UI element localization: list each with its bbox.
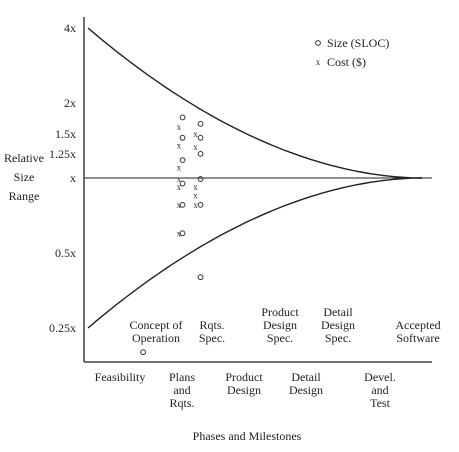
- milestone-labels: Concept of Operation Rqts. Spec. Product Desi…: [130, 305, 441, 345]
- phase-p2: Plans and Rqts.: [169, 370, 195, 410]
- y-tick-label: 1.5x: [55, 127, 76, 141]
- cost-point: x: [177, 182, 182, 192]
- y-tick-label: 2x: [64, 96, 76, 110]
- legend-label: Size (SLOC): [327, 36, 389, 50]
- size-point: [197, 176, 204, 182]
- cost-point: x: [193, 191, 198, 201]
- phase-p1: Feasibility: [95, 370, 146, 384]
- size-point: [197, 150, 204, 157]
- cost-point: x: [193, 129, 198, 139]
- y-tick-labels: 4x 2x 1.5x 1.25x x 0.5x 0.25x: [49, 21, 76, 335]
- y-axis-title-line: Size: [14, 170, 35, 184]
- milestone-m3: Product Design Spec.: [261, 305, 299, 345]
- size-point: [140, 349, 147, 356]
- size-point: [179, 201, 186, 208]
- y-tick-label: 1.25x: [49, 147, 76, 161]
- cost-point: x: [177, 163, 182, 173]
- cost-point: x: [177, 228, 182, 238]
- y-tick-label: 0.25x: [49, 321, 76, 335]
- legend-label: Cost ($): [327, 55, 366, 69]
- legend: Size (SLOC) x Cost ($): [315, 36, 389, 69]
- size-point: [179, 114, 186, 121]
- cost-point: x: [177, 174, 182, 184]
- milestone-m4: Detail Design Spec.: [321, 305, 355, 345]
- legend-size-marker: [315, 40, 321, 46]
- size-point: [179, 180, 186, 187]
- y-axis-title-line: Relative: [4, 151, 44, 165]
- x-axis-title: Phases and Milestones: [193, 429, 302, 443]
- phase-p4: Detail Design: [289, 370, 323, 397]
- cost-point: x: [177, 122, 182, 132]
- size-point: [179, 157, 186, 163]
- y-tick-label: 0.5x: [55, 246, 76, 260]
- phase-labels: Feasibility Plans and Rqts. Product Design Det…: [95, 370, 396, 410]
- size-point: [197, 201, 204, 208]
- y-tick-label: x: [70, 171, 76, 185]
- lower-bound-curve: [87, 177, 423, 329]
- size-point: [197, 274, 204, 281]
- phase-p3: Product Design: [225, 370, 263, 397]
- y-tick-label: 4x: [64, 21, 76, 35]
- cost-point: x: [193, 182, 198, 192]
- phase-p5: Devel. and Test: [364, 370, 396, 410]
- cost-point: x: [193, 142, 198, 152]
- size-point: [179, 230, 186, 237]
- milestone-m1: Concept of Operation: [130, 318, 183, 345]
- milestone-m5: Accepted Software: [395, 318, 440, 345]
- cost-point: x: [177, 141, 182, 151]
- upper-bound-curve: [87, 27, 423, 179]
- y-axis-title: Relative Size Range: [4, 151, 44, 203]
- legend-cost-marker: x: [316, 57, 321, 67]
- cost-point: x: [177, 200, 182, 210]
- y-axis-title-line: Range: [9, 189, 40, 203]
- size-point: [197, 134, 204, 141]
- size-point: [179, 134, 186, 141]
- milestone-m2: Rqts. Spec.: [199, 318, 225, 345]
- cost-point: x: [193, 200, 198, 210]
- size-point: [197, 120, 204, 127]
